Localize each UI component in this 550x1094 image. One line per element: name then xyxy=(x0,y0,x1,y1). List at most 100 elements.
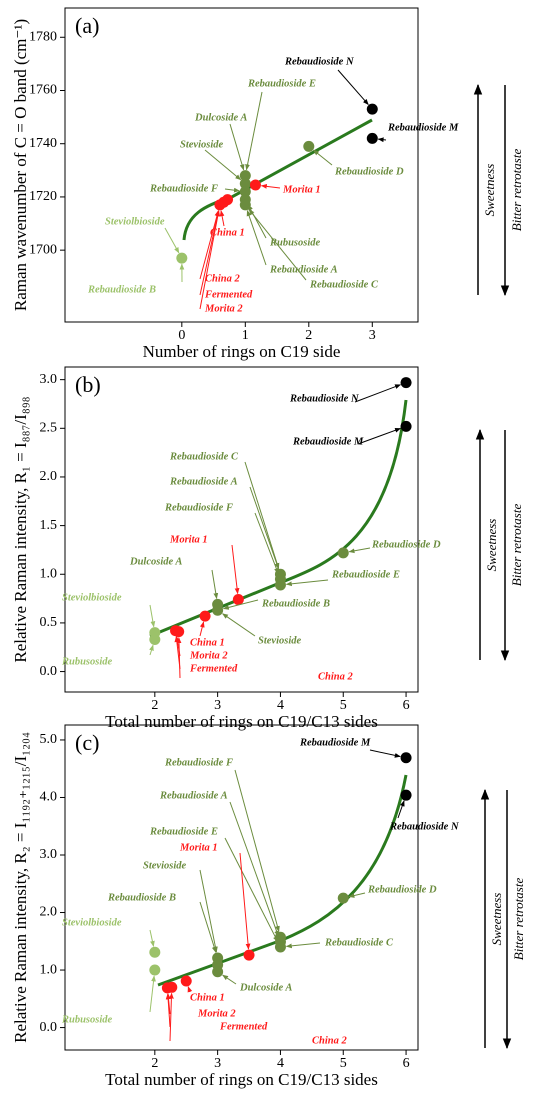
plot-frame xyxy=(64,366,419,693)
data-point xyxy=(243,949,255,961)
annotation-arrow xyxy=(222,613,256,637)
annotation-arrow xyxy=(260,183,281,189)
fit-curve xyxy=(157,774,408,987)
data-point xyxy=(173,626,185,638)
data-point xyxy=(400,752,412,764)
annotation: Rebaudioside B xyxy=(107,892,176,903)
fit-curve xyxy=(149,399,408,638)
y-tick-label: 3.0 xyxy=(40,372,58,387)
data-point xyxy=(337,547,349,559)
annotation: China 2 xyxy=(312,1035,347,1046)
data-point xyxy=(274,941,286,953)
annotation-arrow xyxy=(285,942,321,949)
annotation: Fermented xyxy=(204,289,253,300)
y-axis-title: Relative Raman intensity, R₂ = I₁₁₉₂₊₁₂₁… xyxy=(11,732,30,1043)
annotation: Stevioside xyxy=(258,635,301,646)
y-tick-label: 2.0 xyxy=(40,469,58,484)
annotation: Rebaudioside M xyxy=(292,436,364,447)
annotation-arrow xyxy=(354,384,402,403)
y-tick-label: 4.0 xyxy=(40,790,58,805)
annotation: Fermented xyxy=(189,663,238,674)
annotation-arrow xyxy=(254,512,279,575)
annotation: Rebaudioside C xyxy=(169,451,239,462)
annotation: Rebaudioside D xyxy=(371,539,441,550)
annotation-arrow xyxy=(211,569,219,600)
data-point xyxy=(180,975,192,987)
data-point xyxy=(212,966,224,978)
data-point xyxy=(222,194,234,206)
data-point xyxy=(366,103,378,115)
annotation: Dulcoside A xyxy=(194,112,247,123)
plot-frame xyxy=(64,724,419,1051)
annotation-arrow xyxy=(397,800,405,819)
annotation-arrow xyxy=(249,486,279,570)
data-point xyxy=(337,892,349,904)
annotation: Dulcoside A xyxy=(129,556,182,567)
annotation-arrow xyxy=(245,91,263,171)
annotation: Morita 1 xyxy=(179,842,218,853)
annotation-arrow xyxy=(377,137,387,143)
x-tick-label: 2 xyxy=(305,328,312,343)
annotation: Rebaudioside D xyxy=(367,884,437,895)
y-tick-label: 1700 xyxy=(29,242,57,257)
annotation: Rebaudioside A xyxy=(269,264,338,275)
annotation: Rebaudioside E xyxy=(149,826,218,837)
data-point xyxy=(212,604,224,616)
annotation-arrow xyxy=(224,837,279,943)
y-tick-label: 1.5 xyxy=(40,518,58,533)
annotation-arrow xyxy=(239,852,251,950)
annotation-arrow xyxy=(246,210,267,266)
annotation-arrow xyxy=(187,986,193,993)
x-tick-label: 2 xyxy=(151,698,158,713)
data-point xyxy=(400,789,412,801)
data-point xyxy=(366,132,378,144)
annotation: China 2 xyxy=(205,273,240,284)
data-point xyxy=(400,420,412,432)
annotation: Rebaudioside C xyxy=(309,279,379,290)
annotation: Morita 2 xyxy=(197,1008,236,1019)
side-label: Bitter retrotaste xyxy=(511,878,526,961)
annotation-arrow xyxy=(337,69,369,106)
x-tick-label: 1 xyxy=(242,328,249,343)
annotation: Stevioside xyxy=(180,139,223,150)
annotation: Rebaudioside N xyxy=(284,56,354,67)
annotation-arrow xyxy=(224,187,240,193)
annotation: Rebaudioside B xyxy=(261,598,330,609)
annotation: Rebaudioside A xyxy=(169,476,238,487)
annotation: Rebaudioside N xyxy=(289,393,359,404)
x-tick-label: 0 xyxy=(178,328,185,343)
annotation-arrow xyxy=(149,929,155,947)
data-point xyxy=(149,964,161,976)
side-label: Sweetness xyxy=(489,893,504,946)
side-label: Sweetness xyxy=(482,164,497,217)
data-point xyxy=(303,140,315,152)
annotation-arrow xyxy=(231,544,240,595)
annotation: Rebaudioside B xyxy=(87,284,156,295)
data-point xyxy=(166,981,178,993)
annotation: Rebaudioside N xyxy=(389,821,459,832)
data-point xyxy=(239,186,251,198)
fit-curve xyxy=(182,118,373,241)
x-tick-label: 5 xyxy=(340,698,347,713)
x-axis-title: Total number of rings on C19/C13 sides xyxy=(105,1070,378,1089)
annotation: Rubusoside xyxy=(61,1014,113,1025)
data-point xyxy=(249,179,261,191)
annotation: Morita 1 xyxy=(169,534,208,545)
annotation: Steviolbioside xyxy=(105,216,165,227)
annotation: Rebaudioside M xyxy=(387,122,459,133)
y-tick-label: 0.0 xyxy=(40,1020,58,1035)
side-label: Bitter retrotaste xyxy=(509,149,524,232)
y-axis-title: Relative Raman intensity, R₁ = I₈₈₇/I₈₉₈ xyxy=(11,396,30,662)
panel-label: (b) xyxy=(75,372,101,397)
annotation: Morita 2 xyxy=(189,650,228,661)
x-tick-label: 4 xyxy=(277,698,284,713)
annotation: Rebaudioside F xyxy=(164,757,233,768)
annotation-arrow xyxy=(219,210,225,227)
x-tick-label: 6 xyxy=(403,698,410,713)
annotation: Stevioside xyxy=(143,860,186,871)
side-label: Bitter retrotaste xyxy=(509,504,524,587)
annotation-arrow xyxy=(149,975,156,1013)
annotation-arrow xyxy=(222,974,237,985)
x-tick-label: 3 xyxy=(214,698,221,713)
